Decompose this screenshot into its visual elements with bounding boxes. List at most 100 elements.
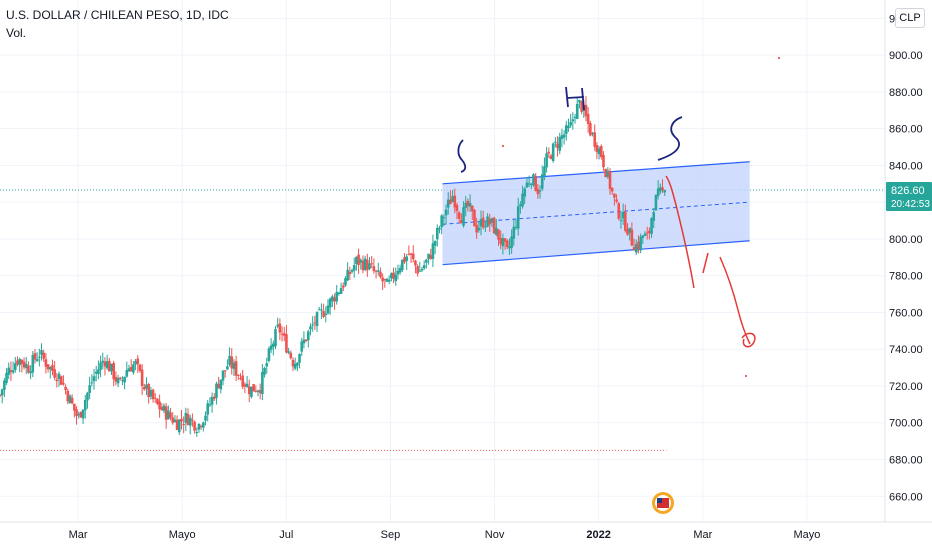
candle-body — [182, 424, 185, 426]
candle-body — [125, 369, 129, 377]
candle-body — [22, 361, 26, 368]
candle-body — [444, 209, 448, 216]
candle-body — [232, 362, 236, 369]
candle-body — [42, 352, 46, 359]
candle-body — [663, 190, 666, 193]
currency-badge[interactable]: CLP — [895, 8, 925, 28]
candle-body — [234, 361, 238, 376]
volume-label[interactable]: Vol. — [6, 26, 27, 40]
candle-body — [540, 174, 544, 189]
candle-body — [280, 333, 284, 335]
candle-body — [243, 384, 247, 387]
time-tick-label: 2022 — [586, 529, 610, 541]
candle-body — [261, 372, 264, 395]
candle-body — [175, 419, 179, 431]
candle-body — [484, 226, 487, 228]
candle-body — [282, 333, 286, 336]
candle-body — [9, 370, 13, 373]
symbol-title[interactable]: U.S. DOLLAR / CHILEAN PESO, 1D, IDC — [6, 8, 229, 22]
candle-body — [285, 334, 288, 353]
candle-body — [118, 377, 122, 379]
candle-body — [112, 362, 115, 380]
candle-body — [55, 379, 59, 382]
candle-body — [534, 175, 537, 191]
candle-body — [407, 253, 411, 255]
candle-body — [409, 253, 413, 255]
candle-body — [401, 259, 404, 271]
candle-body — [331, 296, 334, 302]
candle-body — [641, 235, 645, 238]
candle-body — [470, 205, 474, 212]
candle-body — [44, 359, 48, 367]
head-h-drawing — [565, 86, 585, 111]
candle-body — [210, 396, 214, 405]
candle-body — [322, 311, 325, 317]
candle-body — [221, 370, 225, 381]
hand-drawings[interactable] — [457, 57, 780, 377]
candle-body — [35, 359, 39, 361]
target-circle — [741, 332, 756, 348]
candle-body — [499, 237, 503, 245]
candle-body — [68, 395, 72, 404]
candle-body — [202, 422, 205, 428]
candle-body — [226, 366, 229, 370]
candle-body — [422, 265, 426, 269]
right-shoulder-s-drawing — [657, 116, 683, 161]
candle-body — [269, 345, 273, 350]
candle-body — [628, 227, 632, 233]
time-tick-label: Mayo — [169, 529, 196, 541]
candle-body — [186, 413, 190, 425]
price-tick-label: 840.00 — [889, 160, 923, 172]
candle-body — [134, 361, 137, 365]
candle-body — [99, 362, 102, 371]
candle-body — [302, 339, 306, 344]
down-arrow-stroke — [665, 175, 695, 289]
candle-body — [643, 233, 647, 237]
candle-body — [14, 363, 17, 371]
candle-body — [51, 365, 54, 371]
candle-body — [440, 215, 443, 228]
candle-body — [599, 146, 603, 158]
candle-body — [387, 279, 391, 282]
candle-body — [586, 113, 590, 124]
candle-body — [27, 365, 30, 373]
candle-body — [309, 326, 312, 330]
target-stroke — [719, 256, 751, 345]
price-label-bg — [886, 182, 932, 212]
candle-body — [191, 419, 194, 421]
candle-body — [418, 270, 422, 272]
candle-body — [92, 376, 96, 382]
candle-body — [457, 212, 461, 219]
candle-body — [645, 232, 649, 234]
candle-body — [477, 227, 481, 231]
candle-body — [615, 199, 618, 202]
candle-body — [573, 117, 577, 119]
time-tick-label: Mayo — [793, 529, 820, 541]
candle-body — [372, 266, 376, 271]
price-axis[interactable]: 920.00900.00880.00860.00840.00820.00800.… — [884, 0, 932, 550]
candle-body — [438, 227, 441, 230]
candle-body — [97, 369, 100, 375]
time-axis[interactable]: Mar Mayo Jul Sep Nov 2022 Mar Mayo — [0, 521, 932, 550]
candle-body — [481, 217, 485, 228]
candle-body — [595, 145, 599, 153]
candle-body — [335, 291, 339, 302]
candle-body — [215, 383, 218, 398]
candle-body — [512, 226, 516, 239]
candle-body — [306, 331, 310, 341]
candle-body — [593, 132, 597, 147]
candle-body — [199, 425, 203, 427]
candle-body — [451, 196, 454, 202]
candle-body — [411, 253, 415, 260]
candle-body — [521, 193, 524, 207]
candle-body — [510, 236, 513, 248]
candle-body — [532, 174, 535, 186]
candle-body — [140, 369, 144, 387]
candle-body — [77, 414, 81, 416]
candle-body — [551, 143, 555, 161]
candle-body — [368, 263, 371, 269]
candle-body — [245, 383, 249, 387]
candles-layer — [0, 96, 666, 437]
